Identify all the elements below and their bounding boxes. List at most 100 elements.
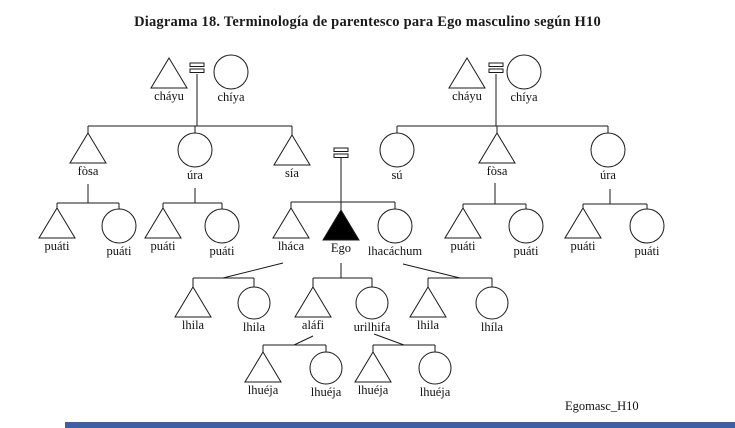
female-shape [204, 208, 240, 244]
marriage-equals-sign [488, 68, 504, 73]
person-label: puáti [514, 244, 540, 258]
person-label: chíya [510, 90, 538, 104]
footer-label: Egomasc_H10 [565, 399, 639, 413]
person-lhila: lhila [237, 286, 271, 334]
diagram-title: Diagrama 18. Terminología de parentesco … [134, 14, 601, 30]
person-puáti: puáti [204, 208, 240, 258]
bottom-edge-bar [65, 422, 735, 428]
person-label: lhila [417, 318, 440, 332]
person-label: cháyu [452, 89, 483, 103]
person-label: sú [391, 168, 403, 182]
male-shape [478, 132, 516, 164]
relationship-line [222, 262, 284, 279]
male-shape [174, 286, 212, 318]
person-label: puáti [45, 239, 71, 253]
person-chíya: chíya [506, 54, 542, 104]
person-aláfi: aláfi [294, 286, 332, 332]
person-label: lhila [243, 320, 266, 334]
male-shape [38, 207, 76, 239]
person-sú: sú [379, 132, 415, 182]
male-shape [444, 207, 482, 239]
person-lháca: lháca [272, 207, 310, 253]
marriage-equals-sign [189, 68, 205, 73]
person-label: fòsa [487, 164, 508, 178]
person-urilhifa: urilhifa [354, 286, 391, 334]
person-ego: Ego [322, 209, 360, 255]
male-shape [272, 207, 310, 239]
marriage-equals-sign [333, 153, 349, 158]
ego-male-shape [322, 209, 360, 241]
person-sía: sía [273, 134, 311, 180]
person-cháyu: cháyu [448, 57, 486, 103]
person-fòsa: fòsa [478, 132, 516, 178]
person-lhila: lhila [174, 286, 212, 332]
person-label: chíya [217, 90, 245, 104]
person-chíya: chíya [213, 54, 249, 104]
female-shape [629, 208, 665, 244]
female-shape [379, 132, 415, 168]
person-label: úra [600, 168, 616, 182]
person-lhacáchum: lhacáchum [368, 208, 422, 258]
male-shape [144, 207, 182, 239]
person-puáti: puáti [629, 208, 665, 258]
person-lhíla: lhíla [475, 286, 509, 334]
person-label: lhíla [481, 320, 504, 334]
female-shape [237, 286, 271, 320]
person-label: lhuéja [358, 383, 389, 397]
female-shape [355, 286, 389, 320]
person-label: lhila [182, 318, 205, 332]
female-shape [508, 208, 544, 244]
male-shape [354, 351, 392, 383]
female-shape [590, 132, 626, 168]
person-label: puáti [151, 239, 177, 253]
person-puáti: puáti [444, 207, 482, 253]
female-shape [418, 351, 452, 385]
person-label: lhuéja [420, 385, 451, 399]
male-shape [69, 132, 107, 164]
person-úra: úra [177, 132, 213, 182]
person-lhila: lhila [409, 286, 447, 332]
person-lhuéja: lhuéja [309, 351, 343, 399]
male-shape [244, 351, 282, 383]
person-puáti: puáti [564, 207, 602, 253]
person-label: puáti [571, 239, 597, 253]
female-shape [377, 208, 413, 244]
male-shape [150, 57, 188, 89]
person-label: lhuéja [311, 385, 342, 399]
relationship-line [402, 263, 461, 279]
person-label: cháyu [154, 89, 185, 103]
female-shape [101, 208, 137, 244]
female-shape [475, 286, 509, 320]
person-lhuéja: lhuéja [244, 351, 282, 397]
male-shape [273, 134, 311, 166]
person-puáti: puáti [38, 207, 76, 253]
person-lhuéja: lhuéja [354, 351, 392, 397]
male-shape [448, 57, 486, 89]
person-label: puáti [107, 244, 133, 258]
female-shape [309, 351, 343, 385]
person-label: puáti [635, 244, 661, 258]
person-label: puáti [451, 239, 477, 253]
person-puáti: puáti [144, 207, 182, 253]
person-label: urilhifa [354, 320, 391, 334]
person-label: lhacáchum [368, 244, 422, 258]
person-fòsa: fòsa [69, 132, 107, 178]
male-shape [564, 207, 602, 239]
person-label: lhuéja [248, 383, 279, 397]
person-lhuéja: lhuéja [418, 351, 452, 399]
person-label: fòsa [78, 164, 99, 178]
person-label: úra [187, 168, 203, 182]
relationship-line [293, 335, 314, 346]
marriage-equals-sign [488, 62, 504, 67]
marriage-equals-sign [189, 62, 205, 67]
person-úra: úra [590, 132, 626, 182]
person-cháyu: cháyu [150, 57, 188, 103]
marriage-equals-sign [333, 147, 349, 152]
male-shape [294, 286, 332, 318]
person-label: aláfi [302, 318, 325, 332]
person-puáti: puáti [508, 208, 544, 258]
person-label: Ego [331, 241, 351, 255]
male-shape [409, 286, 447, 318]
